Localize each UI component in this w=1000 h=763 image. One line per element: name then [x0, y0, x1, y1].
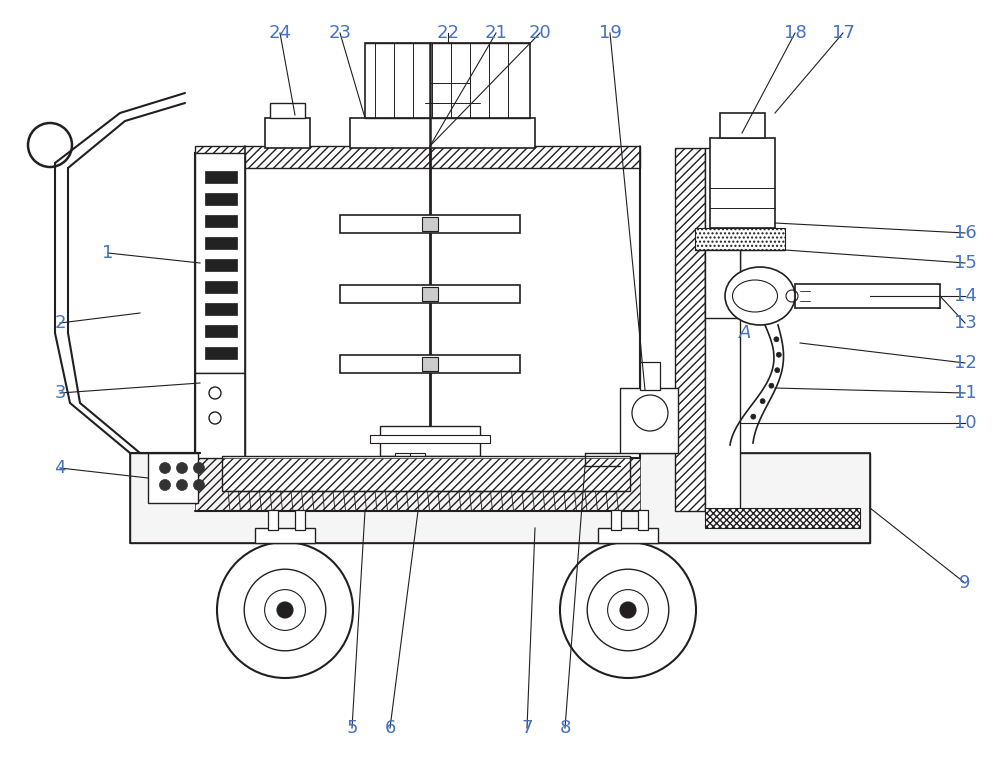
Bar: [205, 193, 237, 205]
Bar: [422, 357, 438, 371]
Bar: [195, 458, 640, 511]
Text: 12: 12: [954, 354, 976, 372]
Bar: [195, 146, 640, 168]
Bar: [255, 528, 315, 543]
Bar: [638, 510, 648, 530]
Text: 8: 8: [559, 719, 571, 737]
Bar: [130, 453, 870, 543]
Bar: [205, 303, 237, 315]
Bar: [620, 388, 678, 453]
Text: 9: 9: [959, 574, 971, 592]
Bar: [205, 325, 237, 337]
Bar: [720, 113, 765, 138]
Bar: [350, 118, 535, 148]
Circle shape: [620, 602, 636, 618]
Bar: [205, 215, 237, 227]
Bar: [380, 426, 480, 456]
Circle shape: [160, 462, 171, 474]
Bar: [195, 153, 245, 373]
Circle shape: [194, 479, 205, 491]
Circle shape: [277, 602, 293, 618]
Text: 17: 17: [832, 24, 854, 42]
Bar: [222, 456, 630, 491]
Circle shape: [160, 479, 171, 491]
Bar: [205, 347, 237, 359]
Circle shape: [177, 479, 188, 491]
Bar: [130, 453, 870, 543]
Bar: [695, 228, 785, 250]
Bar: [340, 285, 520, 303]
Bar: [710, 138, 775, 228]
Text: 20: 20: [529, 24, 551, 42]
Text: 1: 1: [102, 244, 114, 262]
Bar: [365, 43, 530, 118]
Text: 10: 10: [954, 414, 976, 432]
Text: 22: 22: [437, 24, 460, 42]
Text: 16: 16: [954, 224, 976, 242]
Text: 4: 4: [54, 459, 66, 477]
Bar: [422, 287, 438, 301]
Bar: [705, 508, 860, 528]
Text: 15: 15: [954, 254, 976, 272]
Bar: [598, 528, 658, 543]
Circle shape: [177, 462, 188, 474]
Ellipse shape: [725, 267, 795, 325]
Bar: [422, 217, 438, 231]
Bar: [705, 250, 740, 318]
Text: 19: 19: [599, 24, 621, 42]
Bar: [370, 435, 490, 443]
Bar: [268, 510, 278, 530]
Bar: [611, 510, 621, 530]
Text: 2: 2: [54, 314, 66, 332]
Text: 21: 21: [485, 24, 507, 42]
Bar: [410, 453, 425, 463]
Text: 13: 13: [954, 314, 976, 332]
Circle shape: [760, 398, 765, 404]
Circle shape: [775, 368, 780, 372]
Text: 7: 7: [521, 719, 533, 737]
Text: A: A: [739, 324, 751, 342]
Text: 23: 23: [329, 24, 352, 42]
Bar: [295, 510, 305, 530]
Text: 14: 14: [954, 287, 976, 305]
Bar: [795, 284, 940, 308]
Bar: [270, 103, 305, 118]
Bar: [395, 453, 410, 463]
Circle shape: [774, 336, 779, 342]
Bar: [205, 171, 237, 183]
Bar: [675, 148, 705, 511]
Text: 3: 3: [54, 384, 66, 402]
Bar: [705, 148, 740, 511]
Bar: [205, 281, 237, 293]
Bar: [340, 355, 520, 373]
Text: 6: 6: [384, 719, 396, 737]
Circle shape: [769, 383, 774, 388]
Text: 5: 5: [346, 719, 358, 737]
Bar: [265, 118, 310, 148]
Bar: [195, 153, 640, 458]
Bar: [340, 215, 520, 233]
Text: 24: 24: [269, 24, 292, 42]
Bar: [205, 237, 237, 249]
Bar: [195, 373, 245, 458]
Text: 11: 11: [954, 384, 976, 402]
Circle shape: [194, 462, 205, 474]
Text: 18: 18: [784, 24, 806, 42]
Bar: [640, 362, 660, 390]
Bar: [205, 259, 237, 271]
Circle shape: [776, 353, 781, 357]
Circle shape: [751, 414, 756, 419]
Bar: [148, 453, 198, 503]
